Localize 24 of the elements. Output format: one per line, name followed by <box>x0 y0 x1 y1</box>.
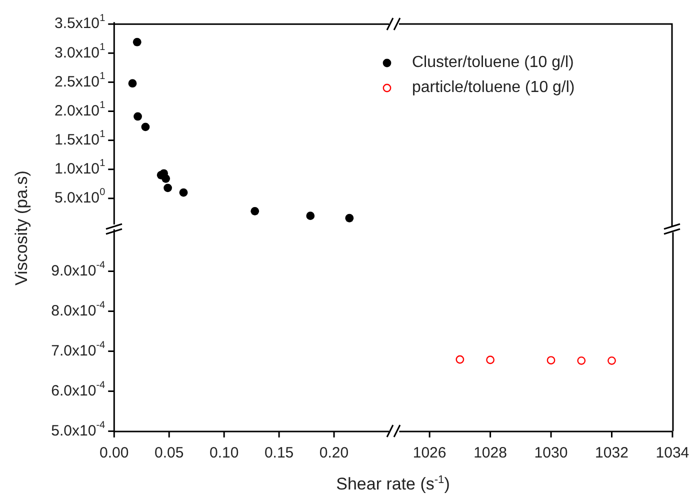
point <box>306 212 315 220</box>
point <box>164 184 172 192</box>
point <box>134 112 142 121</box>
point <box>250 206 260 216</box>
x-tick-label: 1034 <box>655 444 689 462</box>
point <box>179 188 188 197</box>
x-tick-label: 1032 <box>594 444 628 462</box>
point <box>345 214 354 222</box>
x-tick-label: 1028 <box>473 444 506 462</box>
x-tick-label: 0.20 <box>319 444 349 462</box>
point <box>162 174 170 183</box>
x-axis-title: Shear rate (s$^{-1}$) <box>336 474 450 495</box>
x-tick-label: 1030 <box>534 444 568 462</box>
x-tick-label: 0.05 <box>154 444 184 462</box>
y-axis-title: Viscosity (pa.s) <box>12 170 32 285</box>
point <box>141 122 150 132</box>
point <box>132 38 142 46</box>
legend-label: particle/toluene (10 g/l) <box>412 78 575 96</box>
point <box>128 79 137 88</box>
x-tick-label: 0.10 <box>209 444 239 462</box>
x-tick-label: 0.00 <box>100 444 129 462</box>
x-tick-label: 0.15 <box>264 444 294 462</box>
x-tick-label: 1026 <box>412 444 446 462</box>
legend-label: Cluster/toluene (10 g/l) <box>412 54 574 72</box>
